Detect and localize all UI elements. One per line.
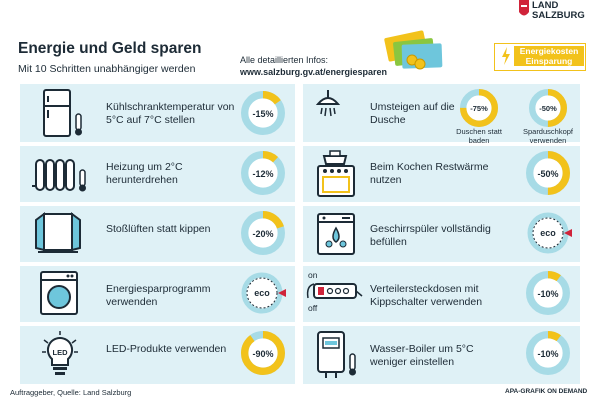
savings-gauge-shower-bath: -75% xyxy=(459,88,499,128)
savings-gauge-fridge: -15% xyxy=(241,91,285,135)
tip-label-eco-program: Energiesparprogramm verwenden xyxy=(106,283,211,308)
legend-line-1: Energiekosten xyxy=(519,46,579,56)
power-strip-icon xyxy=(306,283,363,299)
gauge-value: -50% xyxy=(539,104,557,113)
savings-gauge-shower-head: -50% xyxy=(528,88,568,128)
switch-on-label: on xyxy=(308,270,318,280)
gauge-savings-arc xyxy=(459,88,499,128)
tip-label-shower: Umsteigen auf die Dusche xyxy=(370,101,455,126)
savings-gauge-cooking: -50% xyxy=(526,151,570,195)
logo-line-1: LAND xyxy=(532,0,559,11)
gauge-savings-arc xyxy=(241,151,285,195)
page-subtitle: Mit 10 Schritten unabhängiger werden xyxy=(18,63,196,75)
gauge-savings-arc xyxy=(526,151,570,195)
gauge-value: -20% xyxy=(252,229,273,239)
gauge-savings-arc xyxy=(528,88,568,128)
gauge-value: -50% xyxy=(537,169,558,179)
shower-icon xyxy=(315,90,341,117)
gauge-caption-bath: Duschen statt baden xyxy=(456,127,502,145)
row-divider xyxy=(20,322,580,326)
savings-gauge-led: -90% xyxy=(241,331,285,375)
savings-gauge-boiler: -10% xyxy=(526,331,570,375)
gauge-savings-arc xyxy=(526,271,570,315)
fridge-icon xyxy=(43,89,82,137)
tip-label-boiler: Wasser-Boiler um 5°C weniger einstellen xyxy=(370,343,474,368)
gauge-value: -15% xyxy=(252,109,273,119)
radiator-icon xyxy=(32,159,86,192)
tip-label-led: LED-Produkte verwenden xyxy=(106,343,227,355)
gauge-savings-arc xyxy=(241,331,285,375)
savings-gauge-ventilation: -20% xyxy=(241,211,285,255)
coat-of-arms-icon xyxy=(519,0,529,16)
row-divider xyxy=(20,262,580,266)
eco-label: eco xyxy=(254,288,270,298)
stove-icon xyxy=(317,150,355,197)
info-url-link[interactable]: www.salzburg.gv.at/energiesparen xyxy=(240,67,388,77)
window-icon xyxy=(35,212,81,253)
page-title: Energie und Geld sparen xyxy=(18,40,202,57)
gauge-value: -12% xyxy=(252,169,273,179)
lightning-icon xyxy=(502,47,510,65)
tip-label-fridge: Kühlschranktemperatur von 5°C auf 7°C st… xyxy=(106,101,235,126)
logo-text: LAND SALZBURG xyxy=(532,1,585,21)
info-label: Alle detaillierten Infos: xyxy=(240,55,329,65)
tip-label-power-strip: Verteilersteckdosen mit Kippschalter ver… xyxy=(370,283,483,308)
switch-off-label: off xyxy=(308,303,318,313)
gauge-value: -75% xyxy=(470,104,488,113)
savings-gauge-power-strip: -10% xyxy=(526,271,570,315)
tip-label-ventilation: Stoßlüften statt kippen xyxy=(106,223,211,235)
dishwasher-icon xyxy=(317,213,355,255)
row-divider xyxy=(20,202,580,206)
svg-text:LED: LED xyxy=(53,348,69,357)
boiler-icon xyxy=(317,331,356,378)
eco-label: eco xyxy=(540,228,556,238)
footer-source: Auftraggeber, Quelle: Land Salzburg xyxy=(10,388,132,397)
logo-line-2: SALZBURG xyxy=(532,10,585,21)
tip-label-heating: Heizung um 2°C herunterdrehen xyxy=(106,161,183,186)
gauge-track xyxy=(241,211,285,255)
tip-label-dishwasher: Geschirrspüler vollständig befüllen xyxy=(370,223,491,248)
eco-dial-icon: eco xyxy=(241,272,286,314)
washing-machine-icon xyxy=(40,271,78,315)
led-bulb-icon: LED xyxy=(42,331,78,375)
gauge-caption-shower-head: Sparduschkopf verwenden xyxy=(522,127,574,145)
money-illustration xyxy=(384,30,443,70)
gauge-value: -10% xyxy=(537,349,558,359)
gauge-value: -10% xyxy=(537,289,558,299)
savings-gauge-heating: -12% xyxy=(241,151,285,195)
legend-label: Energiekosten Einsparung xyxy=(514,46,584,66)
footer-credit: APA-GRAFIK ON DEMAND xyxy=(505,388,588,395)
row-divider xyxy=(20,142,580,146)
gauge-value: -90% xyxy=(252,349,273,359)
gauge-savings-arc xyxy=(526,331,570,375)
legend-line-2: Einsparung xyxy=(525,56,573,66)
eco-dial-icon: eco xyxy=(527,212,572,254)
tip-label-cooking: Beim Kochen Restwärme nutzen xyxy=(370,161,489,186)
gauge-savings-arc xyxy=(241,91,285,135)
